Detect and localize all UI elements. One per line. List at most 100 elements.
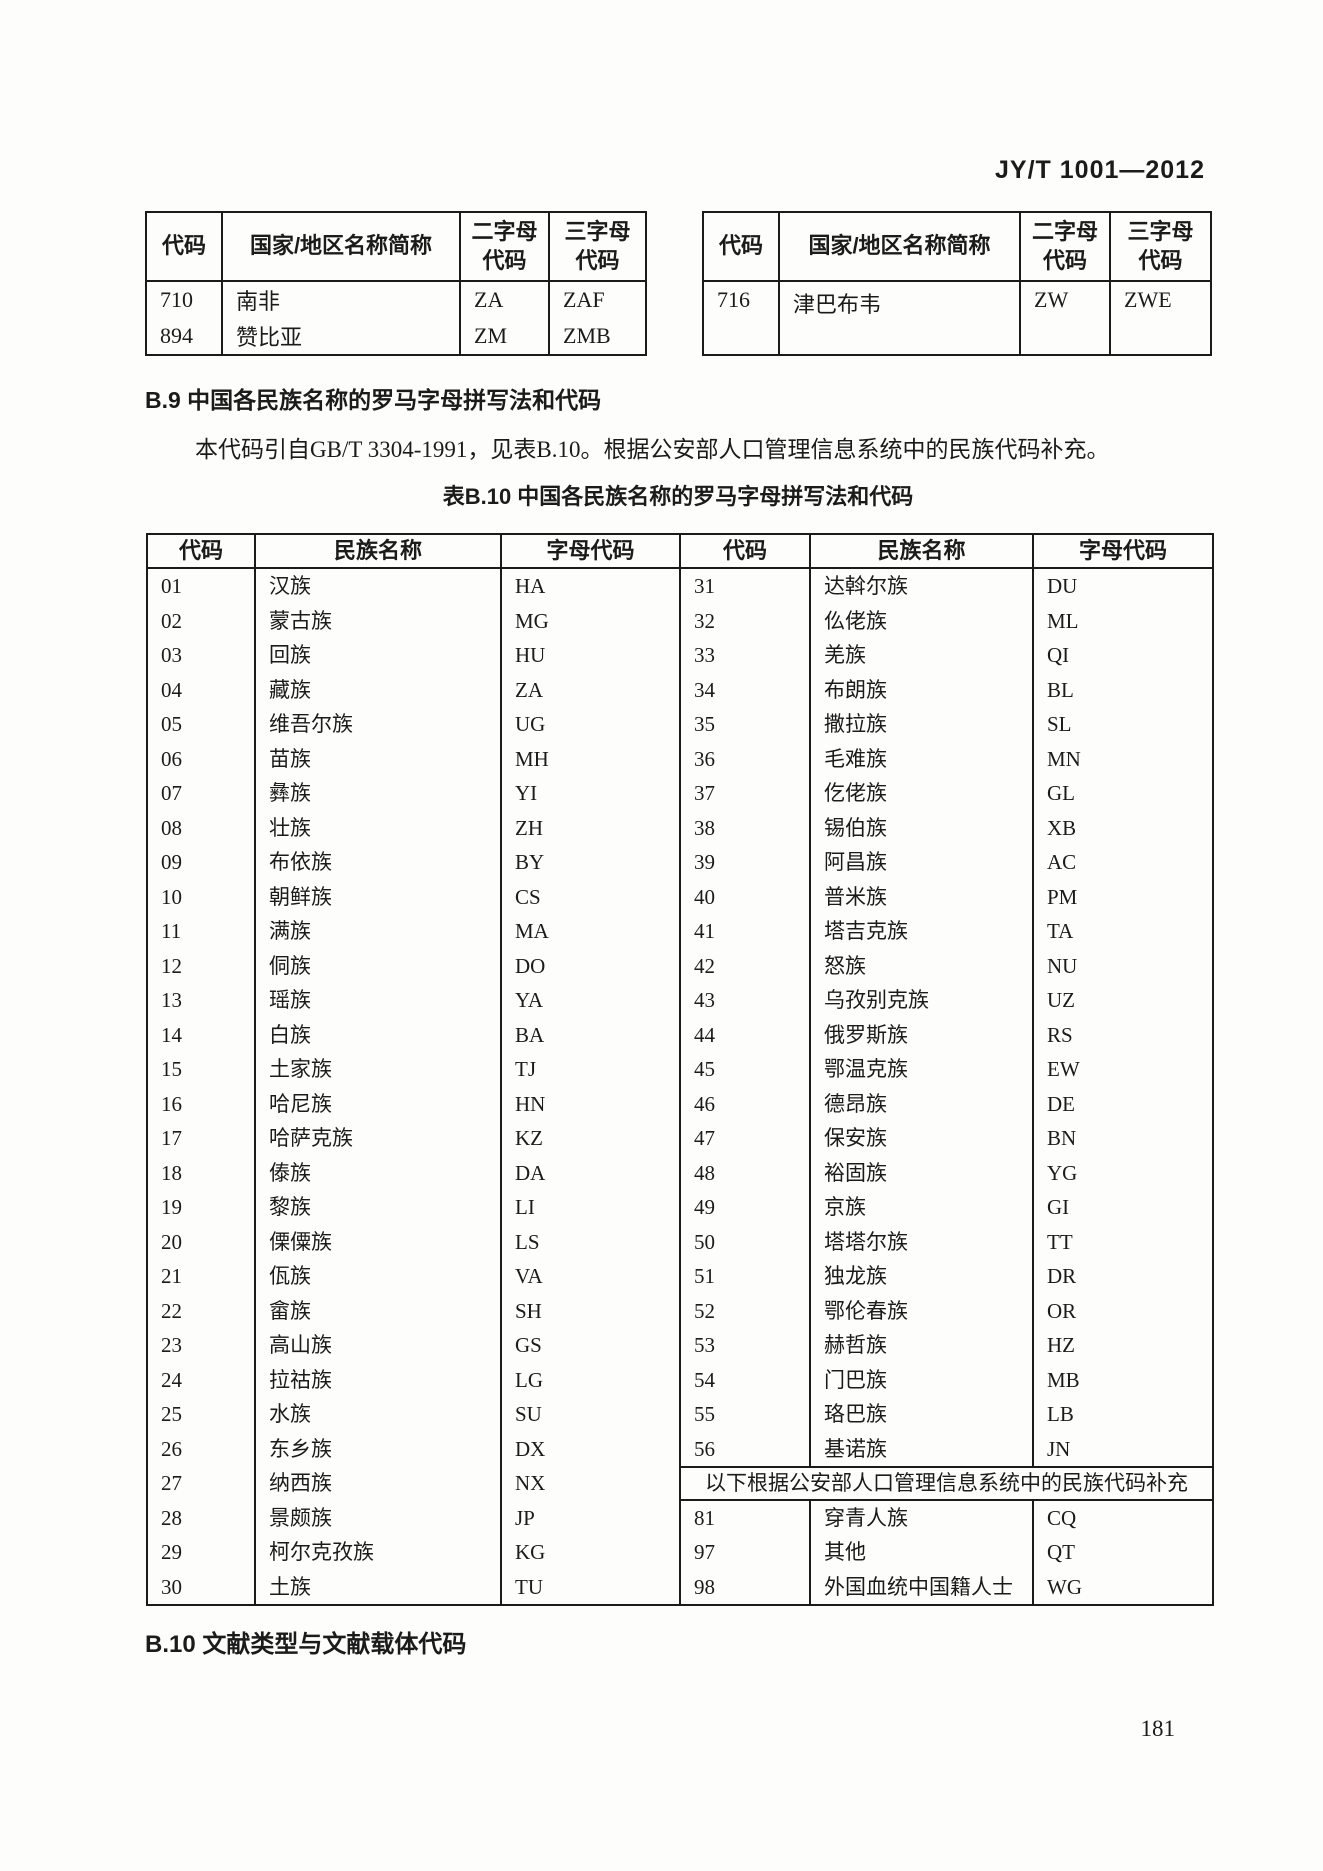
ethnic-name-cell: 水族 [254, 1397, 500, 1432]
ethnic-name-cell: 羌族 [809, 638, 1032, 673]
ethnic-name-cell: 柯尔克孜族 [254, 1535, 500, 1570]
ethnic-code-cell: 07 [161, 781, 182, 805]
ethnic-letter-cell: ZH [500, 810, 679, 845]
ethnic-code-cell: 19 [161, 1195, 182, 1219]
ethnic-name-cell: 蒙古族 [254, 603, 500, 638]
ethnic-name-cell: 撒拉族 [809, 707, 1032, 742]
ethnic-codes-table: 代码 民族名称 字母代码 01 汉族 HA 02 蒙古族 MG 03 回族 HU [146, 533, 1214, 1606]
ethnic-letter-cell: XB [1032, 810, 1212, 845]
column-header-name: 国家/地区名称简称 [778, 213, 1019, 282]
ethnic-letter-cell: TA [1032, 914, 1212, 949]
ethnic-letter-cell: AC [1032, 845, 1212, 880]
ethnic-code-cell: 18 [161, 1160, 182, 1185]
ethnic-name-cell: 赫哲族 [809, 1328, 1032, 1363]
ethnic-name-cell: 其他 [809, 1535, 1032, 1570]
ethnic-name-cell: 哈尼族 [254, 1086, 500, 1121]
ethnic-name-cell: 裕固族 [809, 1155, 1032, 1190]
ethnic-letter-cell: KG [500, 1535, 679, 1570]
ethnic-name-cell: 满族 [254, 914, 500, 949]
column-header-name: 国家/地区名称简称 [221, 213, 459, 282]
ethnic-name-cell: 黎族 [254, 1190, 500, 1225]
ethnic-letter-cell: MA [500, 914, 679, 949]
ethnic-code-cell: 04 [161, 677, 182, 702]
ethnic-letter-cell: VA [500, 1259, 679, 1294]
ethnic-letter-cell: EW [1032, 1052, 1212, 1087]
ethnic-code-cell: 12 [161, 953, 182, 978]
ethnic-name-cell: 锡伯族 [809, 810, 1032, 845]
ethnic-letter-cell: SL [1032, 707, 1212, 742]
country-code-cell: 716 [717, 287, 750, 312]
ethnic-name-cell: 汉族 [254, 569, 500, 604]
ethnic-code-cell: 54 [694, 1367, 715, 1392]
ethnic-name-cell: 德昂族 [809, 1086, 1032, 1121]
ethnic-code-cell: 02 [161, 608, 182, 633]
ethnic-code-cell: 46 [694, 1091, 715, 1116]
ethnic-name-cell: 维吾尔族 [254, 707, 500, 742]
ethnic-letter-cell: HA [500, 569, 679, 604]
ethnic-name-cell: 彝族 [254, 776, 500, 811]
ethnic-code-cell: 15 [161, 1057, 182, 1081]
ethnic-name-cell: 土家族 [254, 1052, 500, 1087]
ethnic-code-cell: 23 [161, 1333, 182, 1357]
ethnic-code-cell: 37 [694, 781, 715, 805]
ethnic-code-cell: 98 [694, 1574, 715, 1599]
ethnic-letter-cell: TJ [500, 1052, 679, 1087]
section-b9-paragraph: 本代码引自GB/T 3304-1991，见表B.10。根据公安部人口管理信息系统… [195, 437, 1110, 462]
ethnic-code-cell: 39 [694, 850, 715, 874]
ethnic-name-cell: 土族 [254, 1569, 500, 1604]
ethnic-letter-cell: CS [500, 879, 679, 914]
ethnic-letter-cell: GL [1032, 776, 1212, 811]
country-alpha2-cell: ZA [459, 282, 548, 318]
country-code-cell: 894 [160, 323, 193, 348]
ethnic-code-cell: 52 [694, 1298, 715, 1323]
ethnic-letter-cell: DX [500, 1431, 679, 1466]
column-header-code: 代码 [681, 535, 809, 569]
ethnic-name-cell: 穿青人族 [809, 1500, 1032, 1535]
ethnic-name-cell: 拉祜族 [254, 1362, 500, 1397]
ethnic-code-cell: 08 [161, 815, 182, 840]
table-b10-title: 表B.10 中国各民族名称的罗马字母拼写法和代码 [442, 484, 914, 509]
ethnic-code-cell: 43 [694, 988, 715, 1012]
ethnic-name-cell: 达斡尔族 [809, 569, 1032, 604]
ethnic-letter-cell: NX [500, 1466, 679, 1501]
ethnic-name-cell: 阿昌族 [809, 845, 1032, 880]
ethnic-letter-cell: HU [500, 638, 679, 673]
ethnic-letter-cell: BN [1032, 1121, 1212, 1156]
ethnic-code-cell: 25 [161, 1402, 182, 1426]
ethnic-letter-cell: YG [1032, 1155, 1212, 1190]
ethnic-code-cell: 33 [694, 643, 715, 667]
ethnic-letter-cell: TT [1032, 1224, 1212, 1259]
country-codes-table-left: 代码 国家/地区名称简称 二字母 代码 三字母 代码 710 南非 ZA ZAF… [145, 211, 647, 356]
ethnic-code-cell: 51 [694, 1264, 715, 1288]
column-header-alpha2: 二字母 代码 [459, 213, 548, 282]
ethnic-name-cell: 高山族 [254, 1328, 500, 1363]
ethnic-name-cell: 普米族 [809, 879, 1032, 914]
ethnic-name-cell: 乌孜别克族 [809, 983, 1032, 1018]
column-header-code: 代码 [148, 535, 254, 569]
ethnic-letter-cell: DA [500, 1155, 679, 1190]
ethnic-letter-cell: BA [500, 1017, 679, 1052]
ethnic-name-cell: 仫佬族 [809, 603, 1032, 638]
ethnic-name-cell: 门巴族 [809, 1362, 1032, 1397]
ethnic-name-cell: 保安族 [809, 1121, 1032, 1156]
ethnic-letter-cell: DE [1032, 1086, 1212, 1121]
ethnic-name-cell: 俄罗斯族 [809, 1017, 1032, 1052]
ethnic-name-cell: 傈僳族 [254, 1224, 500, 1259]
ethnic-letter-cell: KZ [500, 1121, 679, 1156]
ethnic-letter-cell: JP [500, 1500, 679, 1535]
ethnic-name-cell: 壮族 [254, 810, 500, 845]
ethnic-letter-cell: CQ [1032, 1500, 1212, 1535]
ethnic-letter-cell: LG [500, 1362, 679, 1397]
ethnic-code-cell: 34 [694, 677, 715, 702]
column-header-alpha3: 三字母 代码 [1109, 213, 1210, 282]
column-header-alpha3: 三字母 代码 [548, 213, 645, 282]
ethnic-letter-cell: LI [500, 1190, 679, 1225]
ethnic-code-cell: 45 [694, 1057, 715, 1081]
ethnic-name-cell: 独龙族 [809, 1259, 1032, 1294]
ethnic-code-cell: 49 [694, 1195, 715, 1219]
ethnic-name-cell: 毛难族 [809, 741, 1032, 776]
country-name-cell: 赞比亚 [221, 318, 459, 354]
ethnic-name-cell: 珞巴族 [809, 1397, 1032, 1432]
ethnic-letter-cell: LS [500, 1224, 679, 1259]
ethnic-code-cell: 16 [161, 1091, 182, 1116]
